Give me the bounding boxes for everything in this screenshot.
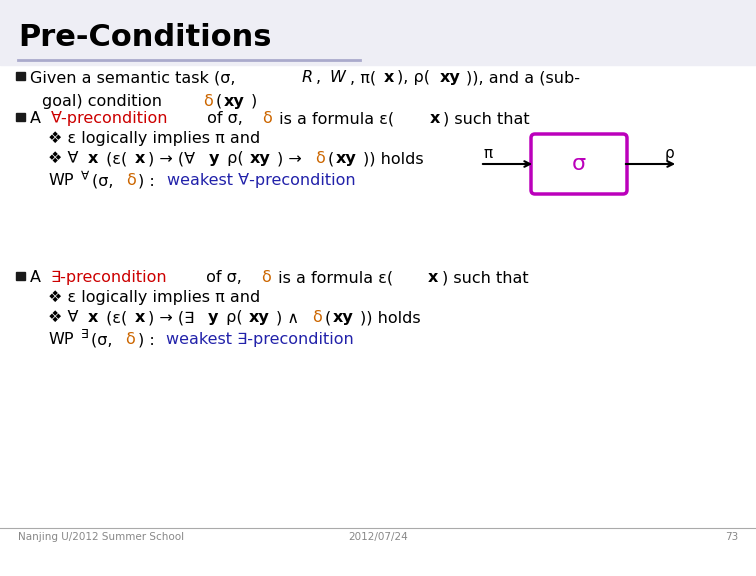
Text: of σ,: of σ,: [201, 270, 247, 285]
Text: x: x: [428, 270, 438, 285]
Text: ) such that: ) such that: [442, 270, 528, 285]
Text: ), ρ(: ), ρ(: [397, 70, 430, 85]
Text: (σ,: (σ,: [91, 332, 117, 347]
Text: ): ): [251, 93, 257, 108]
Bar: [16, 272, 25, 280]
Bar: [16, 113, 25, 121]
Text: π: π: [483, 146, 493, 161]
Text: δ: δ: [203, 93, 213, 108]
Text: xy: xy: [439, 70, 460, 85]
Bar: [16, 72, 25, 80]
Text: R: R: [302, 70, 313, 85]
Text: Pre-Conditions: Pre-Conditions: [18, 22, 271, 51]
Text: 73: 73: [725, 532, 738, 542]
Text: δ: δ: [312, 310, 322, 325]
Text: (: (: [325, 310, 331, 325]
Text: )) holds: )) holds: [363, 151, 423, 166]
Text: x: x: [135, 310, 145, 325]
Text: ρ: ρ: [665, 146, 675, 161]
Text: (σ,: (σ,: [91, 173, 118, 188]
Text: ) :: ) :: [138, 332, 160, 347]
Text: A: A: [30, 270, 46, 285]
Text: ) :: ) :: [138, 173, 160, 188]
Text: WP: WP: [48, 173, 73, 188]
Text: x: x: [429, 111, 440, 126]
Text: (ε(: (ε(: [101, 151, 127, 166]
Text: weakest ∀-precondition: weakest ∀-precondition: [167, 173, 355, 188]
Text: (: (: [216, 93, 222, 108]
Text: goal) condition: goal) condition: [42, 93, 167, 108]
Text: )) holds: )) holds: [360, 310, 420, 325]
Text: ) → (∃: ) → (∃: [148, 310, 194, 325]
Text: of σ,: of σ,: [203, 111, 249, 126]
Text: x: x: [135, 151, 145, 166]
Text: ,: ,: [316, 70, 327, 85]
Text: δ: δ: [126, 173, 135, 188]
Text: ❖ ε logically implies π and: ❖ ε logically implies π and: [48, 131, 260, 146]
Bar: [0, 0, 756, 65]
Text: ∃: ∃: [81, 328, 88, 341]
Text: x: x: [88, 310, 98, 325]
Text: ρ(: ρ(: [222, 151, 244, 166]
Text: ❖ ∀: ❖ ∀: [48, 151, 79, 166]
Text: is a formula ε(: is a formula ε(: [273, 270, 393, 285]
Text: xy: xy: [336, 151, 357, 166]
Text: ρ(: ρ(: [221, 310, 243, 325]
Text: δ: δ: [315, 151, 325, 166]
Text: ∀-precondition: ∀-precondition: [51, 111, 169, 126]
Text: xy: xy: [250, 151, 271, 166]
Text: WP: WP: [48, 332, 73, 347]
Text: A: A: [30, 111, 46, 126]
Text: , π(: , π(: [350, 70, 376, 85]
Text: xy: xy: [249, 310, 270, 325]
Text: x: x: [88, 151, 98, 166]
Text: ) →: ) →: [277, 151, 307, 166]
Text: Nanjing U/2012 Summer School: Nanjing U/2012 Summer School: [18, 532, 184, 542]
Text: δ: δ: [262, 111, 271, 126]
Text: (ε(: (ε(: [101, 310, 127, 325]
Text: ∃-precondition: ∃-precondition: [51, 270, 167, 285]
Text: δ: δ: [261, 270, 271, 285]
Text: 2012/07/24: 2012/07/24: [348, 532, 408, 542]
Text: y: y: [208, 310, 218, 325]
Text: )), and a (sub-: )), and a (sub-: [466, 70, 581, 85]
Text: ∀: ∀: [81, 169, 89, 182]
Text: W: W: [330, 70, 345, 85]
Text: xy: xy: [333, 310, 354, 325]
Text: xy: xy: [224, 93, 245, 108]
Text: y: y: [209, 151, 219, 166]
FancyBboxPatch shape: [531, 134, 627, 194]
Text: ❖ ∀: ❖ ∀: [48, 310, 79, 325]
Text: ) such that: ) such that: [443, 111, 529, 126]
Text: δ: δ: [125, 332, 135, 347]
Text: ) ∧: ) ∧: [276, 310, 304, 325]
Text: x: x: [383, 70, 394, 85]
Text: weakest ∃-precondition: weakest ∃-precondition: [166, 332, 354, 347]
Text: (: (: [328, 151, 334, 166]
Text: ❖ ε logically implies π and: ❖ ε logically implies π and: [48, 290, 260, 305]
Text: Given a semantic task (σ,: Given a semantic task (σ,: [30, 70, 240, 85]
Text: is a formula ε(: is a formula ε(: [274, 111, 395, 126]
Text: σ: σ: [572, 154, 586, 174]
Text: ) → (∀: ) → (∀: [148, 151, 195, 166]
